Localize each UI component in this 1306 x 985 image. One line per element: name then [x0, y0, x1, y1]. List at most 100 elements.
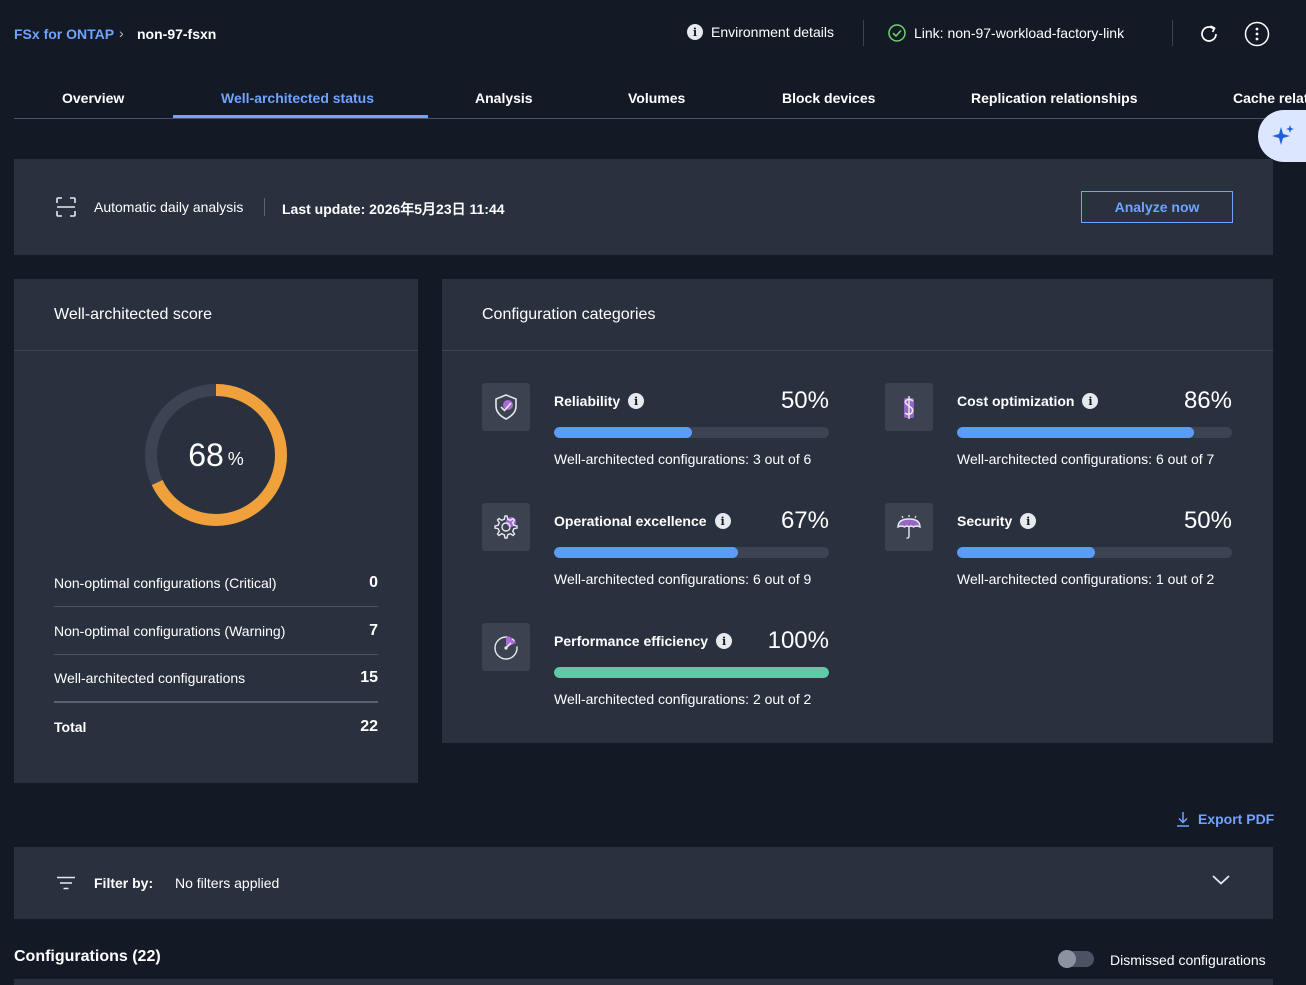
category-name: Performance efficiency i — [554, 633, 733, 649]
progress-track — [554, 547, 829, 558]
score-donut-chart — [145, 384, 287, 526]
dollar-icon — [885, 383, 933, 431]
configurations-table-top — [14, 979, 1273, 985]
environment-details-label: Environment details — [711, 24, 834, 40]
export-pdf-button[interactable]: Export PDF — [1176, 811, 1274, 827]
chevron-down-icon[interactable] — [1211, 874, 1231, 886]
progress-fill — [554, 667, 829, 678]
tab-overview[interactable]: Overview — [62, 90, 125, 106]
categories-panel-title: Configuration categories — [482, 306, 656, 323]
shield-check-icon — [482, 383, 530, 431]
environment-details-button[interactable]: i Environment details — [687, 24, 834, 40]
category-cost-optimization[interactable]: Cost optimization i 86% Well-architected… — [885, 379, 1232, 469]
score-row-total: Total 22 — [54, 703, 378, 751]
category-name: Cost optimization i — [957, 393, 1099, 409]
last-update-label: Last update: 2026年5月23日 11:44 — [282, 201, 505, 217]
tab-block-devices[interactable]: Block devices — [782, 90, 876, 106]
check-circle-icon — [888, 24, 906, 42]
sparkle-icon — [1272, 125, 1294, 145]
filter-icon — [57, 876, 75, 890]
breadcrumb-root-link[interactable]: FSx for ONTAP — [14, 26, 115, 42]
progress-track — [554, 667, 829, 678]
analyze-now-button[interactable]: Analyze now — [1081, 191, 1233, 223]
category-label: Operational excellence — [554, 513, 707, 529]
score-row-label: Total — [54, 719, 87, 735]
active-tab-indicator — [173, 115, 428, 118]
category-detail: Well-architected configurations: 6 out o… — [554, 571, 812, 587]
tab-well-architected-status[interactable]: Well-architected status — [221, 90, 375, 106]
donut-progress — [145, 384, 287, 526]
breadcrumb-current: non-97-fsxn — [137, 26, 217, 42]
analysis-divider — [264, 198, 265, 216]
category-security[interactable]: Security i 50% Well-architected configur… — [885, 499, 1232, 589]
gauge-icon — [482, 623, 530, 671]
breadcrumb-separator-icon: › — [119, 25, 124, 41]
scan-icon — [56, 197, 76, 217]
category-detail: Well-architected configurations: 6 out o… — [957, 451, 1215, 467]
category-label: Performance efficiency — [554, 633, 709, 649]
category-detail: Well-architected configurations: 1 out o… — [957, 571, 1215, 587]
category-performance-efficiency[interactable]: Performance efficiency i 100% Well-archi… — [482, 619, 829, 709]
analysis-mode-label: Automatic daily analysis — [94, 199, 244, 215]
filter-bar[interactable]: Filter by: No filters applied — [14, 847, 1273, 919]
gear-icon — [482, 503, 530, 551]
score-row-warning: Non-optimal configurations (Warning) 7 — [54, 607, 378, 655]
tab-analysis[interactable]: Analysis — [475, 90, 533, 106]
configurations-title: Configurations (22) — [14, 948, 161, 965]
score-row-critical: Non-optimal configurations (Critical) 0 — [54, 559, 378, 607]
category-label: Security — [957, 513, 1013, 529]
score-row-value: 15 — [360, 669, 378, 686]
score-row-label: Well-architected configurations — [54, 670, 246, 686]
category-percent: 100% — [767, 627, 829, 654]
info-icon[interactable]: i — [1020, 513, 1037, 529]
header-divider — [1172, 20, 1173, 46]
well-architected-score-panel: Well-architected score 68 % Non-optimal … — [14, 279, 418, 783]
category-name: Security i — [957, 513, 1037, 529]
progress-track — [957, 427, 1232, 438]
score-unit: % — [227, 448, 244, 469]
panel-divider — [442, 350, 1273, 351]
refresh-icon[interactable] — [1196, 21, 1222, 47]
panel-divider — [14, 350, 418, 351]
progress-track — [554, 427, 829, 438]
info-icon: i — [687, 24, 703, 40]
category-name: Reliability i — [554, 393, 645, 409]
ai-assistant-button[interactable] — [1258, 110, 1306, 162]
donut-label: 68 % — [144, 383, 288, 527]
score-row-value: 7 — [369, 622, 378, 639]
export-pdf-label: Export PDF — [1198, 811, 1275, 827]
category-percent: 50% — [1183, 507, 1232, 534]
progress-fill — [554, 427, 692, 438]
filter-label: Filter by: — [94, 875, 154, 891]
tab-volumes[interactable]: Volumes — [628, 90, 686, 106]
info-icon[interactable]: i — [628, 393, 645, 409]
header-divider — [863, 20, 864, 46]
download-icon — [1177, 812, 1189, 827]
info-icon[interactable]: i — [1082, 393, 1099, 409]
score-row-well-architected: Well-architected configurations 15 — [54, 654, 378, 702]
progress-fill — [554, 547, 739, 558]
more-options-icon[interactable] — [1244, 21, 1270, 47]
tab-cache-relationships[interactable]: Cache relat — [1233, 90, 1306, 106]
toggle-knob — [1058, 950, 1076, 968]
category-percent: 67% — [780, 507, 829, 534]
link-status[interactable]: Link: non-97-workload-factory-link — [888, 24, 1124, 42]
score-row-value: 0 — [369, 574, 378, 591]
score-row-value: 22 — [360, 718, 378, 735]
top-bar: FSx for ONTAP › non-97-fsxn i Environmen… — [0, 0, 1306, 68]
filter-value: No filters applied — [175, 875, 280, 891]
link-status-label: Link: non-97-workload-factory-link — [914, 25, 1125, 41]
score-panel-title: Well-architected score — [54, 306, 212, 323]
info-icon[interactable]: i — [716, 633, 733, 649]
tab-replication-relationships[interactable]: Replication relationships — [971, 90, 1138, 106]
category-percent: 86% — [1183, 387, 1232, 414]
score-donut: 68 % — [144, 383, 288, 527]
umbrella-icon — [885, 503, 933, 551]
category-label: Cost optimization — [957, 393, 1075, 409]
score-row-label: Non-optimal configurations (Critical) — [54, 575, 277, 591]
category-operational-excellence[interactable]: Operational excellence i 67% Well-archit… — [482, 499, 829, 589]
row-divider — [54, 606, 378, 607]
info-icon[interactable]: i — [714, 513, 731, 529]
score-row-label: Non-optimal configurations (Warning) — [54, 623, 286, 639]
category-reliability[interactable]: Reliability i 50% Well-architected confi… — [482, 379, 829, 469]
